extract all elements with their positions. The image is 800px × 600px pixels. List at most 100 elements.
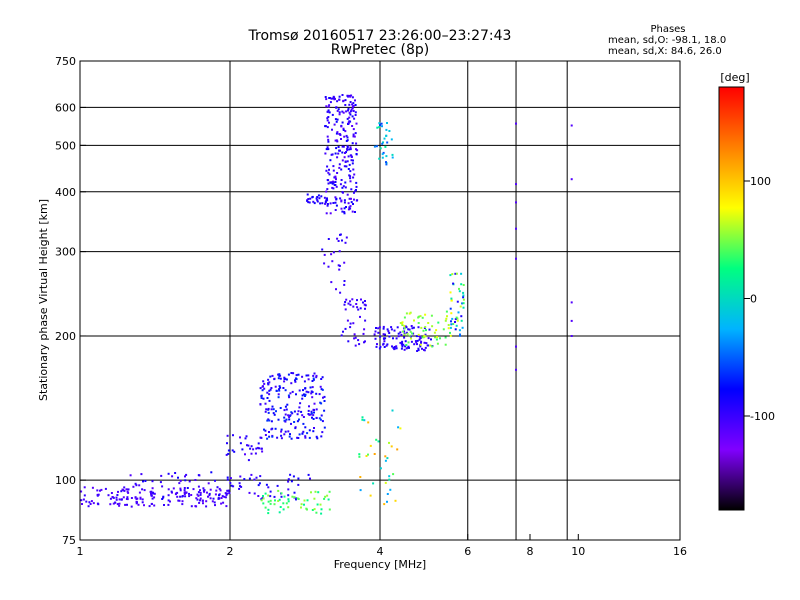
echo-point <box>335 178 337 181</box>
echo-point <box>257 484 260 487</box>
echo-point <box>353 173 356 176</box>
echo-point <box>341 145 344 148</box>
echo-point <box>312 200 315 203</box>
echo-point <box>290 480 293 483</box>
echo-point <box>349 180 352 183</box>
echo-point <box>298 389 301 392</box>
echo-point <box>328 121 330 124</box>
echo-point <box>320 435 323 438</box>
echo-point <box>138 491 141 494</box>
echo-point <box>135 501 138 504</box>
echo-point <box>270 428 273 431</box>
echo-point <box>283 495 286 498</box>
colorbar-tick-label: 100 <box>750 175 771 188</box>
y-axis-label: Stationary phase Virtual Height [km] <box>37 199 50 401</box>
echo-point <box>302 422 305 425</box>
echo-point <box>359 315 361 318</box>
echo-point <box>123 486 126 489</box>
echo-point <box>389 488 392 491</box>
echo-point <box>382 327 385 330</box>
echo-point <box>295 374 298 377</box>
echo-point <box>275 410 277 413</box>
echo-point <box>332 169 335 172</box>
echo-point <box>377 331 380 334</box>
echo-point <box>239 475 242 478</box>
echo-point <box>255 447 258 450</box>
echo-point <box>321 388 324 391</box>
echo-point <box>259 436 262 439</box>
echo-point <box>268 393 271 396</box>
echo-point <box>327 498 330 501</box>
echo-point <box>280 492 283 495</box>
echo-point <box>328 173 331 176</box>
echo-point <box>419 345 422 348</box>
echo-point <box>150 502 153 505</box>
echo-point <box>336 100 339 103</box>
echo-point <box>392 337 394 340</box>
echo-point <box>382 333 385 336</box>
echo-point <box>404 340 407 343</box>
echo-point <box>375 438 378 441</box>
echo-point <box>320 378 323 380</box>
echo-point <box>197 491 200 494</box>
echo-point <box>287 480 290 483</box>
echo-point <box>122 496 125 499</box>
echo-point <box>352 135 355 138</box>
echo-point <box>364 304 367 307</box>
echo-point <box>184 495 187 498</box>
echo-point <box>352 133 355 136</box>
echo-point <box>269 495 272 498</box>
echo-point <box>243 478 246 481</box>
echo-point <box>293 410 296 413</box>
echo-point <box>205 505 208 508</box>
echo-point <box>263 382 266 385</box>
echo-point <box>444 319 447 322</box>
echo-point <box>162 495 165 498</box>
echo-point <box>349 110 352 113</box>
echo-point <box>300 503 303 506</box>
echo-point <box>346 160 349 163</box>
echo-point <box>334 201 337 204</box>
echo-point <box>323 395 326 398</box>
echo-point <box>249 447 252 450</box>
echo-point <box>426 344 429 347</box>
echo-point <box>417 347 420 350</box>
echo-point <box>390 138 393 141</box>
echo-point <box>385 161 387 164</box>
echo-point <box>450 320 452 323</box>
echo-point <box>338 250 341 253</box>
echo-point <box>349 175 352 178</box>
echo-point <box>268 389 271 392</box>
echo-point <box>153 492 156 495</box>
echo-point <box>347 107 350 110</box>
echo-point <box>279 506 282 508</box>
echo-point <box>250 452 253 455</box>
echo-point <box>353 198 355 201</box>
echo-point <box>130 497 133 499</box>
echo-point <box>450 312 453 315</box>
echo-point <box>400 334 403 336</box>
echo-point <box>413 343 416 346</box>
echo-point <box>297 410 300 413</box>
echo-point <box>355 185 358 188</box>
echo-point <box>310 390 313 393</box>
echo-point <box>226 492 229 495</box>
echo-point <box>134 496 137 499</box>
echo-point <box>227 452 230 455</box>
echo-point <box>279 386 282 389</box>
echo-point <box>393 347 396 350</box>
echo-point <box>288 418 291 421</box>
echo-point <box>110 492 113 494</box>
echo-point <box>138 484 141 487</box>
echo-point <box>116 494 119 496</box>
echo-point <box>312 377 315 380</box>
echo-point <box>328 508 331 511</box>
echo-point <box>416 339 419 342</box>
echo-point <box>361 416 364 419</box>
echo-point <box>335 288 337 291</box>
echo-point <box>403 333 406 336</box>
echo-point <box>308 201 311 204</box>
echo-point <box>385 163 388 166</box>
echo-point <box>326 197 328 200</box>
echo-point <box>449 307 452 310</box>
